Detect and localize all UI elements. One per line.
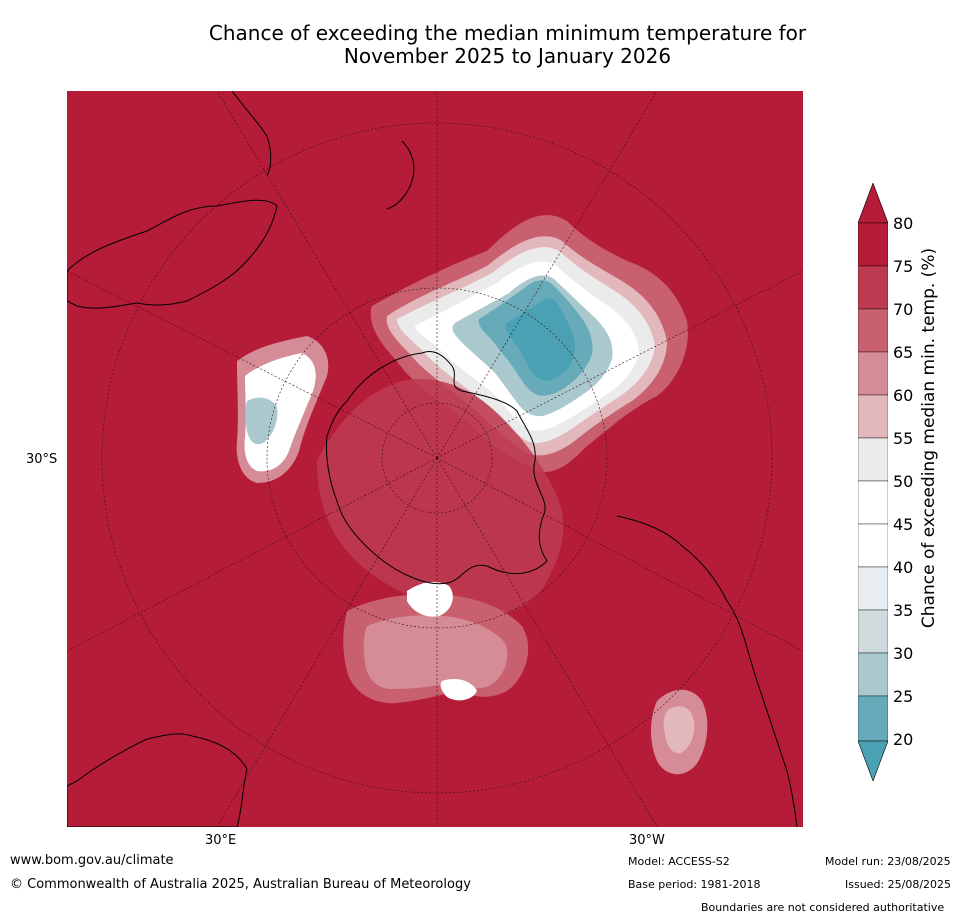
longitude-label-30e: 30°E xyxy=(205,833,237,848)
colorbar-band xyxy=(858,308,888,353)
base-period-text: Base period: 1981-2018 xyxy=(628,878,761,891)
colorbar-band xyxy=(858,265,888,310)
colorbar-band xyxy=(858,480,888,525)
colorbar-band xyxy=(858,437,888,482)
coastlines xyxy=(67,91,798,827)
colorbar-label-text: Chance of exceeding median min. temp. (%… xyxy=(919,247,939,629)
polar-map xyxy=(67,91,803,827)
map-title: Chance of exceeding the median minimum t… xyxy=(150,22,865,68)
latitude-label: 30°S xyxy=(26,452,58,467)
colorbar-tick-label: 30 xyxy=(893,644,914,663)
colorbar-tick-label: 80 xyxy=(893,214,914,233)
colorbar-tick-label: 70 xyxy=(893,300,914,319)
title-line-1: Chance of exceeding the median minimum t… xyxy=(208,21,807,45)
colorbar-extend-low xyxy=(858,740,888,781)
anomaly-southern xyxy=(343,581,529,704)
copyright-text: © Commonwealth of Australia 2025, Austra… xyxy=(10,877,471,892)
colorbar-tick-label: 45 xyxy=(893,515,914,534)
colorbar-band xyxy=(858,394,888,439)
colorbar-tick-label: 40 xyxy=(893,558,914,577)
colorbar-band xyxy=(858,351,888,396)
colorbar xyxy=(858,183,888,781)
title-line-2: November 2025 to January 2026 xyxy=(343,44,672,68)
colorbar-band xyxy=(858,523,888,568)
colorbar-tick-label: 60 xyxy=(893,386,914,405)
model-text: Model: ACCESS-S2 xyxy=(628,855,730,868)
map-panel xyxy=(67,91,803,827)
colorbar-tick-label: 55 xyxy=(893,429,914,448)
anomaly-indian xyxy=(236,336,329,483)
graticule xyxy=(67,91,803,827)
disclaimer-text: Boundaries are not considered authoritat… xyxy=(701,901,945,914)
colorbar-tick-label: 20 xyxy=(893,730,914,749)
colorbar-tick-label: 75 xyxy=(893,257,914,276)
colorbar-extend-high xyxy=(858,183,888,224)
colorbar-tick-label: 50 xyxy=(893,472,914,491)
issued-text: Issued: 25/08/2025 xyxy=(845,878,952,891)
website-link[interactable]: www.bom.gov.au/climate xyxy=(10,853,174,868)
colorbar-tick-label: 65 xyxy=(893,343,914,362)
colorbar-tick-label: 25 xyxy=(893,687,914,706)
colorbar-band xyxy=(858,222,888,267)
colorbar-band xyxy=(858,695,888,742)
anomaly-atlantic xyxy=(651,689,708,775)
longitude-label-30w: 30°W xyxy=(629,833,665,848)
colorbar-band xyxy=(858,566,888,611)
colorbar-band xyxy=(858,652,888,697)
colorbar-band xyxy=(858,609,888,654)
colorbar-tick-label: 35 xyxy=(893,601,914,620)
model-run-text: Model run: 23/08/2025 xyxy=(825,855,951,868)
